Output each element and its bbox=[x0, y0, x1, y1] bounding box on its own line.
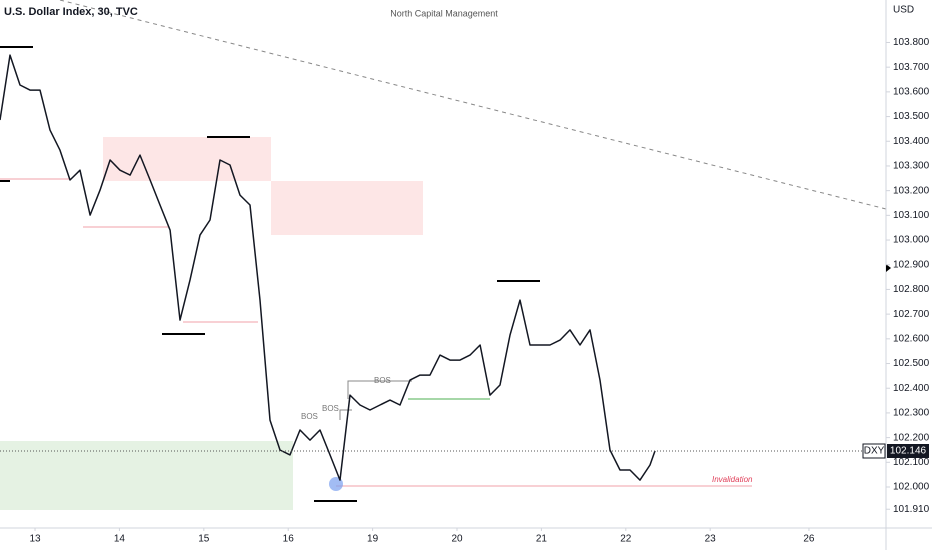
entry-marker bbox=[329, 477, 343, 491]
y-tick-label: 103.000 bbox=[893, 235, 930, 246]
y-tick-label: 102.600 bbox=[893, 333, 930, 344]
last-price: 102.146 bbox=[890, 446, 927, 457]
x-tick-label: 16 bbox=[283, 534, 295, 545]
supply-zone bbox=[271, 181, 423, 235]
x-tick-label: 14 bbox=[114, 534, 126, 545]
x-tick-label: 13 bbox=[29, 534, 41, 545]
subtitle: North Capital Management bbox=[390, 8, 498, 18]
bos-line bbox=[347, 380, 412, 399]
y-tick-label: 102.700 bbox=[893, 309, 930, 320]
symbol-box bbox=[862, 443, 886, 459]
scale-arrow bbox=[886, 264, 891, 272]
y-tick-label: 102.500 bbox=[893, 358, 930, 369]
y-tick-label: 102.000 bbox=[893, 482, 930, 493]
annotation: Invalidation bbox=[712, 475, 753, 484]
x-tick-label: 26 bbox=[803, 534, 815, 545]
x-tick-label: 19 bbox=[367, 534, 379, 545]
x-tick-label: 21 bbox=[536, 534, 548, 545]
y-tick-label: 103.300 bbox=[893, 161, 930, 172]
x-tick-label: 23 bbox=[705, 534, 717, 545]
y-tick-label: 102.800 bbox=[893, 284, 930, 295]
y-tick-label: 103.800 bbox=[893, 37, 930, 48]
price-line bbox=[0, 54, 656, 481]
annotation: BOS bbox=[374, 376, 391, 385]
y-tick-label: 102.900 bbox=[893, 259, 930, 270]
y-tick-label: 103.500 bbox=[893, 111, 930, 122]
y-tick-label: 102.400 bbox=[893, 383, 930, 394]
x-tick-label: 20 bbox=[451, 534, 463, 545]
y-tick-label: 102.100 bbox=[893, 457, 930, 468]
currency: USD bbox=[893, 5, 914, 16]
y-tick-label: 103.400 bbox=[893, 136, 930, 147]
annotation: BOS bbox=[322, 404, 339, 413]
y-tick-label: 103.600 bbox=[893, 87, 930, 98]
symbol: DXY bbox=[864, 446, 885, 457]
y-tick-label: 102.300 bbox=[893, 408, 930, 419]
x-tick-label: 22 bbox=[620, 534, 632, 545]
y-tick-label: 102.200 bbox=[893, 432, 930, 443]
chart-title: U.S. Dollar Index, 30, TVC bbox=[4, 6, 138, 18]
price-box bbox=[887, 444, 929, 458]
annotation: BOS bbox=[301, 412, 318, 421]
bos-line bbox=[339, 409, 352, 420]
demand-zone bbox=[0, 441, 293, 510]
x-tick-label: 15 bbox=[198, 534, 210, 545]
y-tick-label: 103.200 bbox=[893, 185, 930, 196]
y-tick-label: 103.700 bbox=[893, 62, 930, 73]
y-tick-label: 103.100 bbox=[893, 210, 930, 221]
trend-line bbox=[59, 0, 887, 210]
y-tick-label: 101.910 bbox=[893, 504, 930, 515]
